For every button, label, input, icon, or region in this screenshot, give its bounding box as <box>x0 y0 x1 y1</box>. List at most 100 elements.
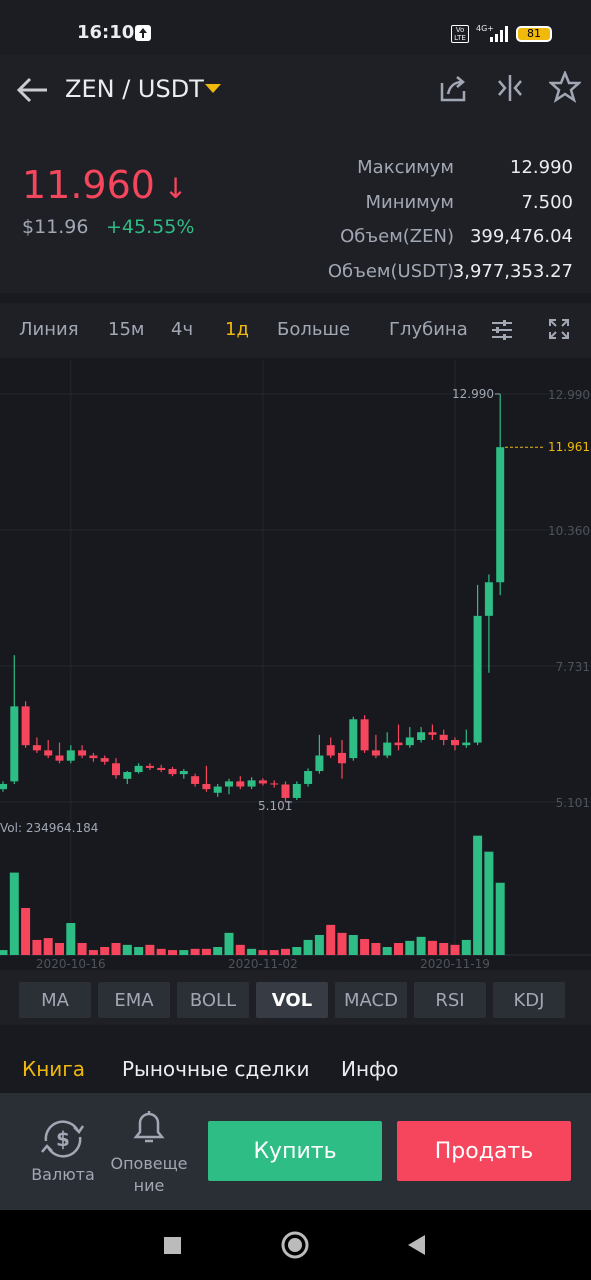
candle-body <box>326 745 335 756</box>
candle-body <box>371 750 380 756</box>
stat-value: 12.990 <box>510 157 573 178</box>
nav-bar <box>0 1210 591 1280</box>
currency-icon[interactable]: $ <box>38 1119 88 1159</box>
pair[interactable]: ZEN / USDT <box>65 75 204 103</box>
interval[interactable]: Глубина <box>389 319 468 340</box>
candle-body <box>496 447 505 583</box>
volume-bar <box>348 935 358 955</box>
back-button[interactable] <box>15 75 51 105</box>
volume-bar <box>461 939 471 955</box>
volume-bar <box>495 882 505 955</box>
indicator-button[interactable]: MA <box>19 982 91 1018</box>
interval[interactable]: Линия <box>19 319 79 340</box>
candle-body <box>360 719 369 751</box>
last-price-label: 11.961 <box>548 440 590 454</box>
candle-body <box>145 765 154 768</box>
interval-bar: Линия 15м 4ч 1д Больше Глубина <box>0 303 591 358</box>
candle-body <box>32 745 41 751</box>
buy-button[interactable]: Купить <box>208 1121 382 1181</box>
interval[interactable]: 1д <box>225 319 249 340</box>
volume-bar <box>292 947 302 955</box>
indicator-button[interactable]: EMA <box>98 982 170 1018</box>
share-button[interactable] <box>438 73 468 103</box>
volume-bar <box>190 948 200 955</box>
y-tick-label: 10.360 <box>548 524 590 538</box>
alerts-label[interactable]: Оповещение <box>110 1154 188 1195</box>
fullscreen-button[interactable] <box>548 318 570 340</box>
volume-bar <box>0 950 8 955</box>
volume-bar <box>201 948 211 955</box>
last-price: 11.960 ↓ <box>22 163 187 207</box>
sell-button[interactable]: Продать <box>397 1121 571 1181</box>
volume-bar <box>303 939 313 955</box>
stats-values: 12.990 7.500 399,476.04 3,977,353.27 <box>453 151 573 289</box>
volume-bar <box>326 924 336 955</box>
candle-body <box>66 750 75 761</box>
candle-body <box>225 781 233 787</box>
volume-bar <box>100 947 110 955</box>
stats-labels: Максимум Минимум Объем(ZEN) Объем(USDT) <box>328 151 454 289</box>
candle-body <box>292 783 301 798</box>
stat-value: 399,476.04 <box>469 226 573 247</box>
favorite-button[interactable] <box>549 71 581 103</box>
volume-bar <box>179 950 189 955</box>
tab[interactable]: Инфо <box>341 1057 399 1081</box>
volume-bar <box>21 907 31 955</box>
indicator-button[interactable]: BOLL <box>177 982 249 1018</box>
candle-body <box>394 742 403 746</box>
volume-bar <box>55 943 64 955</box>
nav-buttons[interactable] <box>160 1230 440 1260</box>
volume-bar <box>427 940 437 955</box>
volume-bar <box>213 947 223 955</box>
interval[interactable]: 15м <box>108 319 145 340</box>
volume-bar <box>439 943 449 955</box>
interval[interactable]: 4ч <box>171 319 194 340</box>
volume-bar <box>416 936 426 955</box>
candle-body <box>89 755 98 759</box>
candle-body <box>451 740 459 746</box>
tab[interactable]: Рыночные сделки <box>122 1057 310 1081</box>
interval[interactable]: Больше <box>277 319 351 340</box>
indicator-button[interactable]: VOL <box>256 982 328 1018</box>
currency-label[interactable]: Валюта <box>31 1165 95 1184</box>
tab[interactable]: Книга <box>22 1057 86 1081</box>
header: ZEN / USDT 11.960 ↓ $11.96 +45.55% Макси… <box>0 55 591 295</box>
indicator-button[interactable]: KDJ <box>493 982 565 1018</box>
pair-dropdown[interactable] <box>204 83 222 95</box>
settings-button[interactable] <box>490 318 514 342</box>
volume-bar <box>258 950 268 955</box>
volume-bar <box>281 948 290 955</box>
volume-bar <box>145 944 155 955</box>
clock: 16:10 <box>77 22 135 43</box>
battery: 81 <box>516 26 552 42</box>
candle-body <box>191 776 200 784</box>
status-bar: 16:10 Vo LTE 4G+ 81 <box>0 0 591 55</box>
svg-text:$: $ <box>56 1127 70 1151</box>
volume-bar <box>394 943 403 955</box>
candle-body <box>202 783 211 790</box>
candle-body <box>21 706 30 746</box>
volume-bar <box>77 943 87 955</box>
volte: Vo LTE <box>451 25 469 43</box>
indicator-button[interactable]: RSI <box>414 982 486 1018</box>
candle-body <box>236 781 245 787</box>
indicator-button[interactable]: MACD <box>335 982 407 1018</box>
signal-icon <box>490 26 508 42</box>
volume-bar <box>43 938 53 955</box>
volume-bar <box>88 950 98 955</box>
candle-body <box>100 758 109 762</box>
candle-body <box>168 768 177 775</box>
stat-label: Объем(USDT) <box>327 260 454 282</box>
volume-bar <box>9 872 19 955</box>
y-tick-label: 12.990 <box>548 388 590 402</box>
volume-bar <box>473 835 483 955</box>
compare-button[interactable] <box>495 73 525 103</box>
volume-bar <box>247 948 257 955</box>
volume-bar <box>224 932 234 955</box>
volume-bar <box>382 947 392 955</box>
x-tick-label: 2020-11-02 <box>228 957 298 968</box>
bell-icon[interactable] <box>130 1107 168 1147</box>
candle-body <box>473 615 482 743</box>
volume-bar <box>235 944 245 955</box>
